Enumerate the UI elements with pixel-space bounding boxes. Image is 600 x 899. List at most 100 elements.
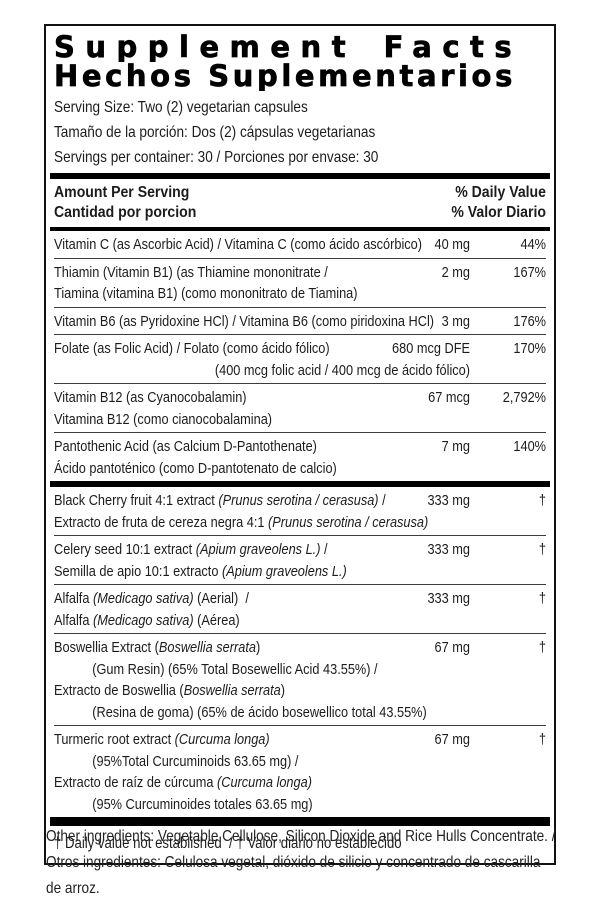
supplement-facts-panel: Supplement Facts Hechos Suplementarios S…: [44, 24, 556, 865]
ingredient-name-line: Turmeric root extract (Curcuma longa): [54, 729, 470, 751]
text-segment: ): [255, 639, 261, 656]
ingredient-description: Turmeric root extract (Curcuma longa) (95…: [54, 729, 470, 815]
thick-divider-section: [50, 481, 550, 487]
text-segment: Vitamin B12 (as Cyanocobalamin): [54, 389, 247, 406]
ingredient-name-line: (Resina de goma) (65% de ácido bosewelli…: [54, 702, 470, 724]
daily-value-percent: †: [538, 492, 546, 509]
text-segment: (Prunus serotina / cerasusa): [218, 492, 379, 509]
text-segment: Pantothenic Acid (as Calcium D-Pantothen…: [54, 438, 317, 455]
ingredient-description: Boswellia Extract (Boswellia serrata) (Gu…: [54, 637, 470, 723]
daily-value-percent: †: [538, 541, 546, 558]
text-segment: /: [320, 541, 328, 558]
text-segment: Thiamin (Vitamin B1) (as Thiamine mononi…: [54, 263, 328, 281]
other-ingredients-text: Other ingredients: Vegetable Cellulose, …: [46, 828, 556, 897]
amount-value: 2 mg: [441, 263, 470, 281]
ingredient-name-line: (95%Total Curcuminoids 63.65 mg) /: [54, 751, 470, 773]
text-segment: Black Cherry fruit 4:1 extract: [54, 492, 219, 509]
ingredient-description: Alfalfa (Medicago sativa) (Aerial) / Alfa…: [54, 588, 470, 631]
thick-divider-footnote: [50, 817, 550, 826]
thick-divider-top: [50, 173, 550, 179]
text-segment: (Curcuma longa): [174, 731, 270, 748]
ingredient-name-line: Black Cherry fruit 4:1 extract (Prunus s…: [54, 490, 470, 512]
text-segment: Alfalfa: [54, 611, 93, 629]
text-segment: (95% Curcuminoides totales 63.65 mg): [92, 795, 313, 813]
amount-value: 333 mg: [427, 590, 470, 607]
ingredient-description: Celery seed 10:1 extract (Apium graveole…: [54, 539, 470, 582]
text-segment: (Aérea): [193, 611, 240, 629]
ingredient-name-line: Alfalfa (Medicago sativa) (Aerial) /: [54, 588, 470, 610]
ingredient-name-line: Boswellia Extract (Boswellia serrata): [54, 637, 470, 659]
text-segment: Extracto de fruta de cereza negra 4:1: [54, 513, 269, 531]
daily-value-percent: †: [538, 639, 546, 656]
text-segment: (Medicago sativa): [92, 590, 194, 607]
table-header: Amount Per Serving Cantidad por porcion …: [54, 179, 546, 227]
text-segment: (Gum Resin) (65% Total Bosewellic Acid 4…: [92, 660, 378, 678]
ingredient-description: Thiamin (Vitamin B1) (as Thiamine mononi…: [54, 262, 470, 305]
text-segment: Turmeric root extract: [54, 731, 175, 748]
amount-header-spanish: Cantidad por porcion: [54, 203, 197, 221]
amount-value: 67 mg: [434, 639, 470, 656]
serving-size-spanish: Tamaño de la porción: Dos (2) cápsulas v…: [54, 124, 376, 141]
text-segment: (Aerial) /: [193, 590, 249, 607]
text-segment: Boswellia serrata: [158, 639, 256, 656]
ingredient-row: Folate (as Folic Acid) / Folato (como ác…: [54, 334, 546, 383]
text-segment: (Apium graveolens L.): [221, 562, 347, 580]
ingredient-description: Pantothenic Acid (as Calcium D-Pantothen…: [54, 436, 470, 479]
text-segment: Semilla de apio 10:1 extracto: [54, 562, 222, 580]
amount-value: 40 mg: [434, 236, 470, 253]
text-segment: Vitamin C (as Ascorbic Acid) / Vitamina …: [54, 236, 423, 253]
ingredient-row: Turmeric root extract (Curcuma longa) (95…: [54, 725, 546, 817]
ingredient-description: Vitamin C (as Ascorbic Acid) / Vitamina …: [54, 234, 470, 256]
ingredient-name-line: (Gum Resin) (65% Total Bosewellic Acid 4…: [54, 659, 470, 681]
ingredient-row: Thiamin (Vitamin B1) (as Thiamine mononi…: [54, 257, 546, 307]
ingredient-description: Vitamin B12 (as Cyanocobalamin) Vitamina …: [54, 387, 470, 430]
text-segment: ): [280, 682, 286, 699]
text-segment: Alfalfa: [54, 590, 93, 607]
ingredient-row: Boswellia Extract (Boswellia serrata) (Gu…: [54, 633, 546, 725]
ingredient-row: Vitamin C (as Ascorbic Acid) / Vitamina …: [54, 231, 546, 258]
ingredient-row: Alfalfa (Medicago sativa) (Aerial) / Alfa…: [54, 584, 546, 633]
ingredient-name-line: Vitamina B12 (como cianocobalamina): [54, 409, 470, 431]
daily-value-percent: 176%: [513, 312, 546, 330]
daily-value-header: % Daily Value % Valor Diario: [352, 183, 546, 222]
ingredient-row: Black Cherry fruit 4:1 extract (Prunus s…: [54, 487, 546, 535]
divider-below-header: [50, 227, 550, 231]
ingredient-name-line: Thiamin (Vitamin B1) (as Thiamine mononi…: [54, 262, 470, 284]
daily-value-header-english: % Daily Value: [455, 184, 546, 201]
text-segment: (95%Total Curcuminoids 63.65 mg) /: [92, 752, 299, 770]
text-segment: Boswellia serrata: [183, 682, 281, 699]
daily-value-percent: 167%: [513, 263, 546, 281]
amount-per-serving-header: Amount Per Serving Cantidad por porcion: [54, 183, 487, 222]
text-segment: Vitamin B6 (as Pyridoxine HCl) / Vitamin…: [54, 312, 435, 330]
ingredient-row: Celery seed 10:1 extract (Apium graveole…: [54, 535, 546, 584]
ingredient-name-line: Extracto de Boswellia (Boswellia serrata…: [54, 680, 470, 702]
ingredient-name-line: (400 mcg folic acid / 400 mcg de ácido f…: [54, 360, 470, 382]
amount-header-english: Amount Per Serving: [54, 184, 190, 201]
ingredient-name-line: Ácido pantoténico (como D-pantotenato de…: [54, 458, 470, 480]
ingredient-name-line: Celery seed 10:1 extract (Apium graveole…: [54, 539, 470, 561]
ingredient-name-line: Folate (as Folic Acid) / Folato (como ác…: [54, 338, 470, 360]
ingredient-table-body: Vitamin C (as Ascorbic Acid) / Vitamina …: [50, 231, 550, 817]
text-segment: Extracto de raíz de cúrcuma: [54, 774, 217, 791]
servings-per-container: Servings per container: 30 / Porciones p…: [54, 149, 379, 166]
amount-value: 3 mg: [441, 312, 470, 330]
daily-value-footnote: † Daily value not established / † Valor …: [54, 835, 402, 852]
panel-title-english: Supplement Facts: [54, 33, 523, 62]
serving-info: Serving Size: Two (2) vegetarian capsule…: [54, 95, 546, 170]
text-segment: Folate (as Folic Acid) / Folato (como ác…: [54, 340, 330, 357]
text-segment: (Resina de goma) (65% de ácido bosewelli…: [92, 703, 427, 721]
ingredient-name-line: Vitamin B12 (as Cyanocobalamin): [54, 387, 470, 409]
ingredient-name-line: Semilla de apio 10:1 extracto (Apium gra…: [54, 561, 470, 583]
ingredient-description: Folate (as Folic Acid) / Folato (como ác…: [54, 338, 470, 381]
ingredient-name-line: Vitamin C (as Ascorbic Acid) / Vitamina …: [54, 234, 470, 256]
ingredient-name-line: Extracto de raíz de cúrcuma (Curcuma lon…: [54, 772, 470, 794]
ingredient-name-line: Alfalfa (Medicago sativa) (Aérea): [54, 610, 470, 632]
amount-value: 67 mg: [434, 731, 470, 748]
daily-value-percent: 140%: [513, 438, 546, 455]
ingredient-row: Vitamin B12 (as Cyanocobalamin) Vitamina …: [54, 383, 546, 432]
daily-value-percent: 44%: [520, 236, 546, 253]
text-segment: Boswellia Extract (: [54, 639, 159, 656]
daily-value-header-spanish: % Valor Diario: [451, 203, 546, 221]
text-segment: /: [378, 492, 386, 509]
